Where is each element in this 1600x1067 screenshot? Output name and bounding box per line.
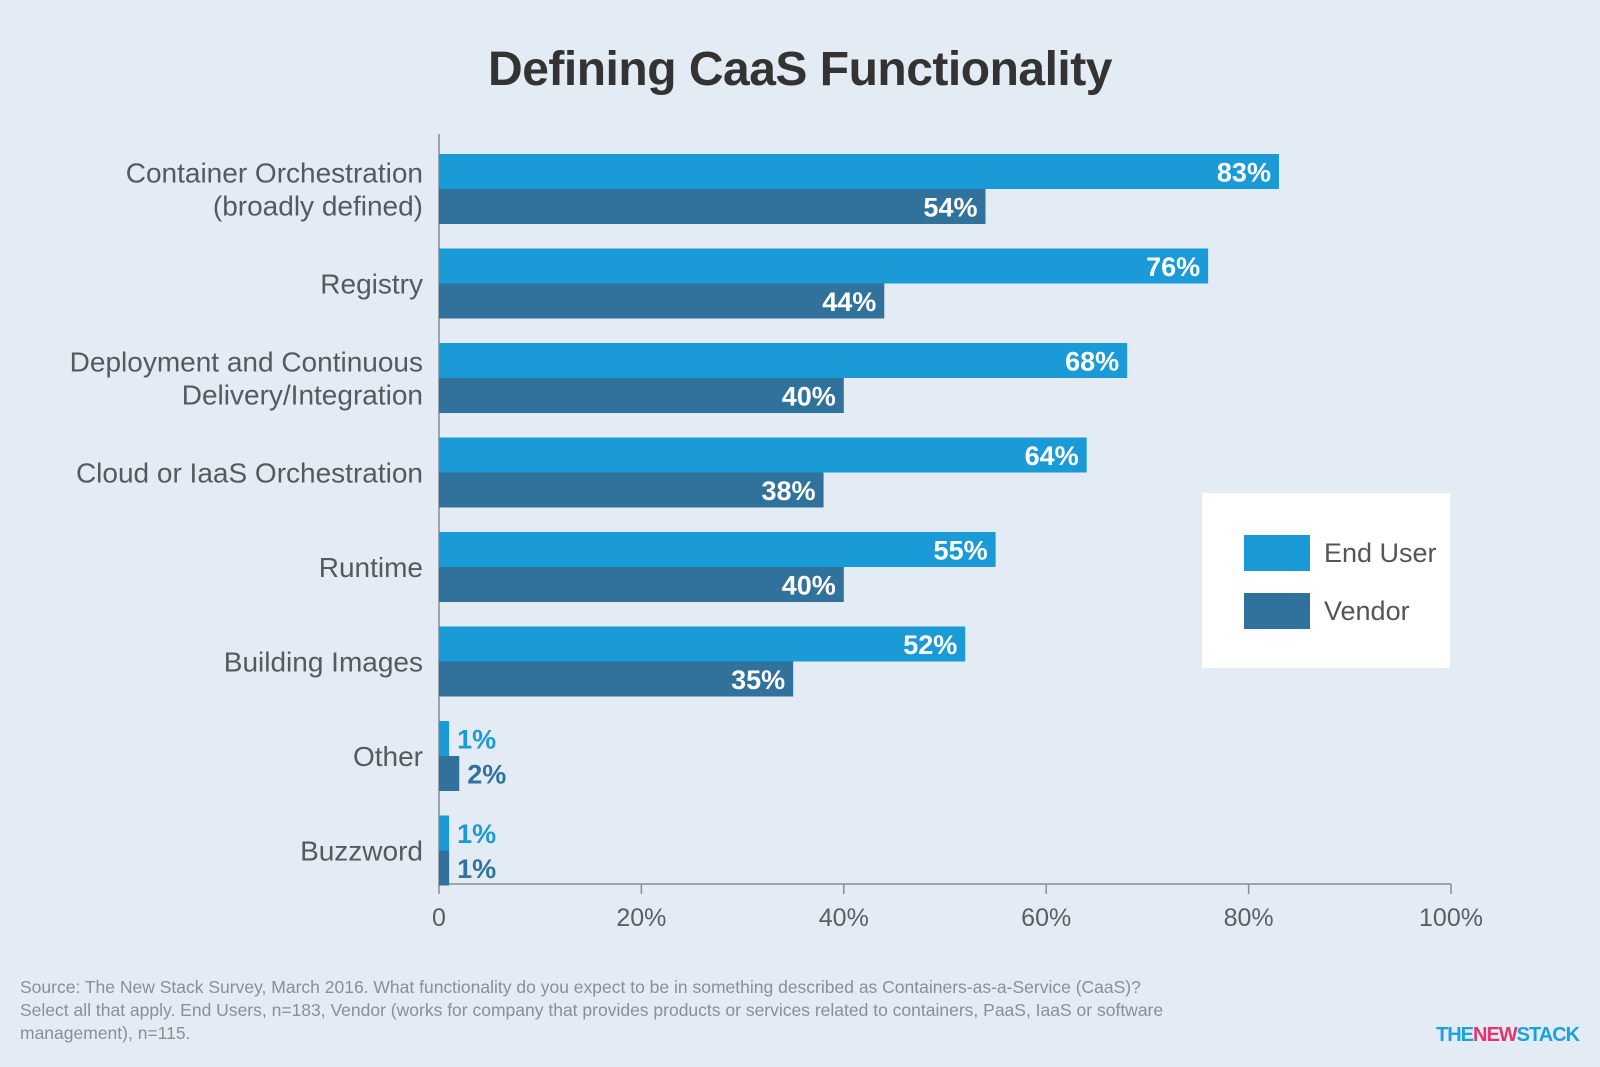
data-label-vendor: 54% (923, 193, 977, 223)
legend-label-end-user: End User (1324, 537, 1437, 568)
bar-vendor (439, 189, 986, 224)
the-new-stack-logo: THENEWSTACK (1436, 1024, 1580, 1047)
bar-end-user (439, 437, 1087, 473)
chart-title: Defining CaaS Functionality (488, 43, 1112, 96)
bar-end-user (439, 248, 1209, 284)
bar-vendor (439, 378, 844, 413)
category-label: Deployment and Continuous (70, 347, 423, 378)
x-tick-label: 40% (819, 904, 869, 932)
logo-the: THE (1436, 1024, 1474, 1046)
bar-vendor (439, 756, 460, 791)
source-note: Source: The New Stack Survey, March 2016… (20, 977, 1164, 1043)
legend-label-vendor: Vendor (1324, 595, 1410, 626)
bar-vendor (439, 661, 794, 697)
bar-vendor (439, 567, 844, 602)
category-label: (broadly defined) (213, 191, 423, 222)
category-label: Delivery/Integration (182, 380, 423, 411)
x-tick-label: 60% (1021, 904, 1071, 932)
data-label-end-user: 68% (1065, 347, 1119, 377)
data-label-vendor: 38% (762, 476, 816, 506)
bar-end-user (439, 815, 450, 851)
data-label-end-user: 76% (1146, 252, 1200, 282)
category-label: Building Images (224, 647, 423, 678)
category-label: Cloud or IaaS Orchestration (76, 458, 423, 489)
logo-new: NEW (1473, 1024, 1518, 1046)
bar-end-user (439, 343, 1128, 378)
data-label-vendor: 40% (782, 571, 836, 601)
chart-legend: End User Vendor (1202, 493, 1450, 668)
data-label-end-user: 64% (1025, 441, 1079, 471)
legend-item-end-user: End User (1244, 535, 1437, 571)
bar-vendor (439, 283, 885, 319)
data-label-vendor: 2% (467, 760, 506, 790)
data-label-vendor: 44% (822, 287, 876, 317)
x-tick-label: 20% (616, 904, 666, 932)
x-tick-label: 0 (432, 904, 446, 932)
data-label-vendor: 1% (457, 854, 496, 884)
category-label: Runtime (319, 552, 423, 583)
data-label-end-user: 83% (1217, 158, 1271, 188)
data-label-end-user: 1% (457, 725, 496, 755)
data-label-vendor: 40% (782, 382, 836, 412)
bar-vendor (439, 472, 824, 508)
category-label: Container Orchestration (126, 158, 423, 189)
category-label: Registry (320, 269, 423, 300)
category-label: Other (353, 741, 423, 772)
category-label: Buzzword (300, 836, 423, 867)
data-label-vendor: 35% (731, 665, 785, 695)
logo-stack: STACK (1516, 1024, 1580, 1046)
bar-end-user (439, 721, 450, 756)
legend-swatch-end-user (1244, 535, 1310, 571)
data-label-end-user: 52% (903, 630, 957, 660)
legend-swatch-vendor (1244, 593, 1310, 629)
data-label-end-user: 55% (934, 536, 988, 566)
x-tick-label: 80% (1224, 904, 1274, 932)
data-label-end-user: 1% (457, 819, 496, 849)
bar-end-user (439, 626, 966, 662)
x-tick-label: 100% (1419, 904, 1483, 932)
legend-item-vendor: Vendor (1244, 593, 1410, 629)
bar-vendor (439, 850, 450, 886)
bar-end-user (439, 154, 1279, 189)
bar-chart: 0 20% 40% 60% 80% 100% 83% 54% Container Orchest… (70, 134, 1483, 932)
bar-end-user (439, 532, 996, 567)
